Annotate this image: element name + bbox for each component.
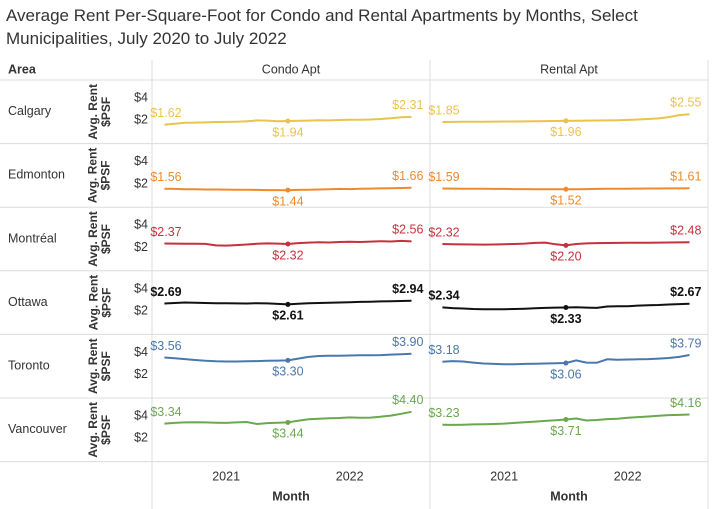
row-header: Area bbox=[8, 62, 37, 76]
row-label: Montréal bbox=[8, 231, 57, 245]
point bbox=[285, 301, 291, 307]
y-axis-title: Avg. Rent $PSF bbox=[86, 211, 113, 267]
y-tick-label: $2 bbox=[134, 367, 148, 381]
x-axis-title: Month bbox=[272, 489, 309, 503]
point bbox=[285, 241, 291, 247]
point bbox=[563, 242, 569, 248]
y-tick-label: $2 bbox=[134, 303, 148, 317]
y-tick-label: $2 bbox=[134, 176, 148, 190]
point bbox=[285, 118, 291, 124]
point bbox=[563, 118, 569, 124]
value-label: $1.56 bbox=[150, 170, 181, 184]
column-header: Rental Apt bbox=[540, 62, 598, 76]
x-tick-label: 2022 bbox=[614, 469, 642, 483]
point bbox=[563, 416, 569, 422]
value-label: $4.16 bbox=[670, 396, 701, 410]
value-label: $2.32 bbox=[428, 225, 459, 239]
y-axis-title-box: Avg. Rent $PSF bbox=[85, 274, 113, 331]
row-label: Toronto bbox=[8, 358, 50, 372]
value-label: $1.62 bbox=[150, 106, 181, 120]
value-label: $3.44 bbox=[272, 427, 303, 441]
y-tick-label: $4 bbox=[134, 281, 148, 295]
value-label: $2.69 bbox=[150, 285, 181, 299]
y-tick-label: $4 bbox=[134, 345, 148, 359]
point bbox=[285, 419, 291, 425]
value-label: $3.23 bbox=[428, 406, 459, 420]
x-tick-label: 2021 bbox=[212, 469, 240, 483]
row-label: Calgary bbox=[8, 104, 52, 118]
value-label: $2.48 bbox=[670, 224, 701, 238]
y-axis-title-box: Avg. Rent $PSF bbox=[85, 84, 113, 140]
value-label: $3.71 bbox=[550, 424, 581, 438]
y-axis-title-box: Avg. Rent $PSF bbox=[85, 338, 113, 394]
point bbox=[285, 187, 291, 193]
y-tick-label: $4 bbox=[134, 154, 148, 168]
y-tick-label: $4 bbox=[134, 409, 148, 423]
row-label: Vancouver bbox=[8, 422, 67, 436]
value-label: $2.33 bbox=[550, 312, 581, 326]
value-label: $2.34 bbox=[428, 289, 459, 303]
x-tick-label: 2021 bbox=[490, 469, 518, 483]
value-label: $2.31 bbox=[392, 98, 423, 112]
value-label: $3.06 bbox=[550, 367, 581, 381]
y-tick-label: $4 bbox=[134, 91, 148, 105]
value-label: $2.55 bbox=[670, 96, 701, 110]
y-axis-title: Avg. Rent $PSF bbox=[85, 147, 113, 204]
value-label: $2.56 bbox=[392, 223, 423, 237]
value-label: $1.96 bbox=[550, 125, 581, 139]
row-label: Edmonton bbox=[8, 168, 65, 182]
value-label: $2.32 bbox=[272, 248, 303, 262]
value-label: $1.59 bbox=[428, 170, 459, 184]
x-tick-label: 2022 bbox=[336, 469, 364, 483]
value-label: $1.52 bbox=[550, 194, 581, 208]
value-label: $2.94 bbox=[392, 282, 423, 296]
y-tick-label: $4 bbox=[134, 218, 148, 232]
value-label: $1.85 bbox=[428, 103, 459, 117]
value-label: $2.61 bbox=[272, 309, 303, 323]
y-axis-title-box: Avg. Rent $PSF bbox=[85, 402, 113, 458]
y-axis-title: Avg. Rent $PSF bbox=[85, 402, 113, 458]
column-header: Condo Apt bbox=[262, 62, 321, 76]
y-axis-title-box: Avg. Rent $PSF bbox=[85, 147, 113, 204]
point bbox=[563, 186, 569, 192]
value-label: $1.66 bbox=[392, 169, 423, 183]
y-tick-label: $2 bbox=[134, 431, 148, 445]
y-axis-title: Avg. Rent $PSF bbox=[85, 274, 113, 331]
y-tick-label: $2 bbox=[134, 240, 148, 254]
y-axis-title: Avg. Rent $PSF bbox=[85, 84, 113, 140]
y-tick-label: $2 bbox=[134, 113, 148, 127]
value-label: $1.94 bbox=[272, 125, 303, 139]
row-label: Ottawa bbox=[8, 295, 48, 309]
chart-title: Average Rent Per-Square-Foot for Condo a… bbox=[6, 6, 638, 48]
value-label: $1.61 bbox=[670, 170, 701, 184]
value-label: $3.79 bbox=[670, 336, 701, 350]
point bbox=[563, 305, 569, 311]
value-label: $3.30 bbox=[272, 365, 303, 379]
title-box: Average Rent Per-Square-Foot for Condo a… bbox=[6, 6, 638, 48]
value-label: $2.20 bbox=[550, 250, 581, 264]
value-label: $3.90 bbox=[392, 335, 423, 349]
value-label: $4.40 bbox=[392, 393, 423, 407]
y-axis-title-box: Avg. Rent $PSF bbox=[86, 211, 113, 267]
point bbox=[563, 360, 569, 366]
value-label: $3.34 bbox=[150, 405, 181, 419]
value-label: $3.56 bbox=[150, 339, 181, 353]
value-label: $3.18 bbox=[428, 343, 459, 357]
x-axis-title: Month bbox=[550, 489, 587, 503]
value-label: $1.44 bbox=[272, 194, 303, 208]
value-label: $2.37 bbox=[150, 225, 181, 239]
value-label: $2.67 bbox=[670, 285, 701, 299]
y-axis-title: Avg. Rent $PSF bbox=[85, 338, 113, 394]
point bbox=[285, 357, 291, 363]
